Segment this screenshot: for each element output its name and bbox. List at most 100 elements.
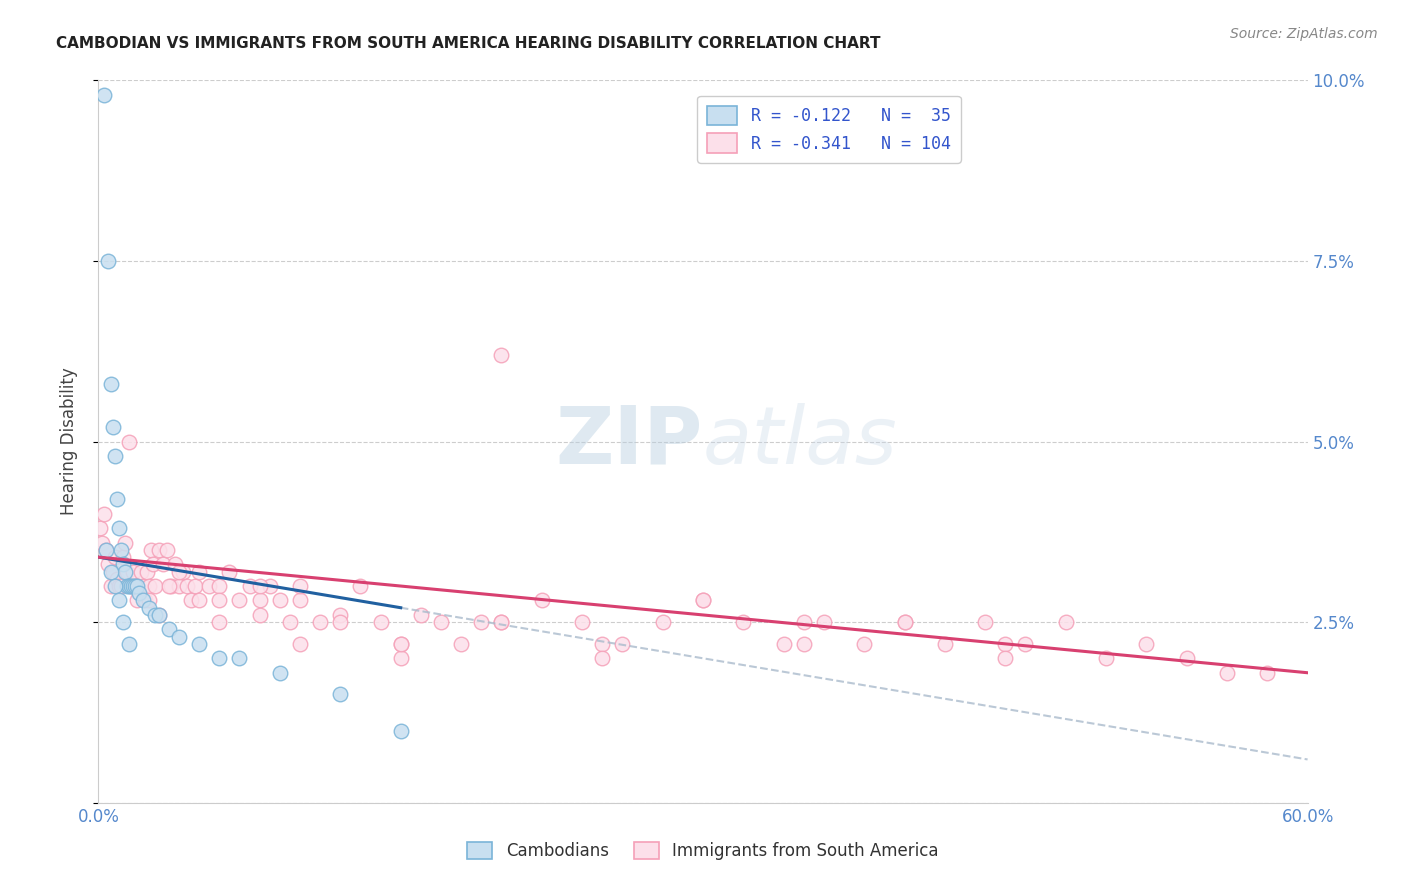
Point bbox=[491, 348, 513, 362]
Point bbox=[114, 565, 136, 579]
Point bbox=[121, 565, 143, 579]
Point bbox=[249, 607, 271, 622]
Point bbox=[329, 687, 352, 701]
Point bbox=[591, 637, 613, 651]
Point bbox=[89, 521, 111, 535]
Point bbox=[110, 579, 132, 593]
Point bbox=[111, 550, 134, 565]
Point bbox=[118, 434, 141, 449]
Point bbox=[612, 637, 634, 651]
Point bbox=[184, 579, 207, 593]
Point bbox=[733, 615, 755, 630]
Point bbox=[100, 579, 122, 593]
Point bbox=[148, 542, 170, 557]
Legend: Cambodians, Immigrants from South America: Cambodians, Immigrants from South Americ… bbox=[461, 835, 945, 867]
Point bbox=[309, 615, 332, 630]
Point bbox=[139, 542, 162, 557]
Point bbox=[118, 637, 141, 651]
Text: Source: ZipAtlas.com: Source: ZipAtlas.com bbox=[1230, 27, 1378, 41]
Point bbox=[124, 579, 146, 593]
Point bbox=[93, 87, 115, 102]
Point bbox=[1175, 651, 1198, 665]
Point bbox=[180, 593, 202, 607]
Point bbox=[148, 607, 170, 622]
Point bbox=[118, 579, 141, 593]
Point bbox=[101, 565, 124, 579]
Point bbox=[111, 558, 134, 572]
Point bbox=[793, 615, 815, 630]
Point bbox=[269, 593, 291, 607]
Point bbox=[651, 615, 673, 630]
Point bbox=[288, 637, 311, 651]
Point bbox=[172, 565, 194, 579]
Point bbox=[530, 593, 553, 607]
Point bbox=[813, 615, 835, 630]
Point bbox=[143, 579, 166, 593]
Point bbox=[100, 376, 122, 391]
Point bbox=[120, 579, 142, 593]
Point bbox=[91, 535, 114, 549]
Point bbox=[114, 535, 136, 549]
Point bbox=[124, 579, 146, 593]
Point bbox=[142, 558, 165, 572]
Point bbox=[157, 579, 180, 593]
Point bbox=[132, 579, 155, 593]
Point bbox=[103, 550, 125, 565]
Point bbox=[288, 593, 311, 607]
Point bbox=[115, 579, 138, 593]
Point bbox=[135, 565, 157, 579]
Point bbox=[138, 579, 160, 593]
Point bbox=[128, 579, 150, 593]
Point bbox=[115, 565, 138, 579]
Point bbox=[163, 558, 186, 572]
Point bbox=[370, 615, 392, 630]
Point bbox=[793, 637, 815, 651]
Point bbox=[450, 637, 472, 651]
Point bbox=[893, 615, 915, 630]
Point bbox=[349, 579, 371, 593]
Point bbox=[100, 565, 122, 579]
Point bbox=[111, 615, 134, 630]
Point bbox=[571, 615, 593, 630]
Point bbox=[128, 586, 150, 600]
Point bbox=[278, 615, 301, 630]
Point bbox=[143, 607, 166, 622]
Point bbox=[103, 579, 125, 593]
Point bbox=[93, 507, 115, 521]
Point bbox=[134, 593, 156, 607]
Point bbox=[491, 615, 513, 630]
Text: ZIP: ZIP bbox=[555, 402, 703, 481]
Point bbox=[157, 623, 180, 637]
Point bbox=[188, 565, 211, 579]
Point bbox=[148, 607, 170, 622]
Point bbox=[97, 254, 120, 268]
Point bbox=[974, 615, 997, 630]
Point bbox=[96, 542, 118, 557]
Point bbox=[1216, 665, 1239, 680]
Point bbox=[389, 723, 412, 738]
Point bbox=[132, 593, 155, 607]
Point bbox=[138, 593, 160, 607]
Point bbox=[994, 651, 1017, 665]
Text: atlas: atlas bbox=[703, 402, 898, 481]
Point bbox=[103, 449, 125, 463]
Point bbox=[692, 593, 714, 607]
Point bbox=[692, 593, 714, 607]
Point bbox=[228, 651, 250, 665]
Point bbox=[125, 593, 148, 607]
Point bbox=[167, 579, 190, 593]
Point bbox=[107, 593, 129, 607]
Point bbox=[97, 558, 120, 572]
Point bbox=[138, 600, 160, 615]
Point bbox=[1054, 615, 1077, 630]
Point bbox=[208, 579, 231, 593]
Point bbox=[176, 579, 198, 593]
Point bbox=[105, 492, 128, 507]
Point bbox=[288, 579, 311, 593]
Point bbox=[105, 572, 128, 586]
Point bbox=[249, 579, 271, 593]
Point bbox=[329, 615, 352, 630]
Point bbox=[893, 615, 915, 630]
Point bbox=[259, 579, 281, 593]
Point bbox=[228, 593, 250, 607]
